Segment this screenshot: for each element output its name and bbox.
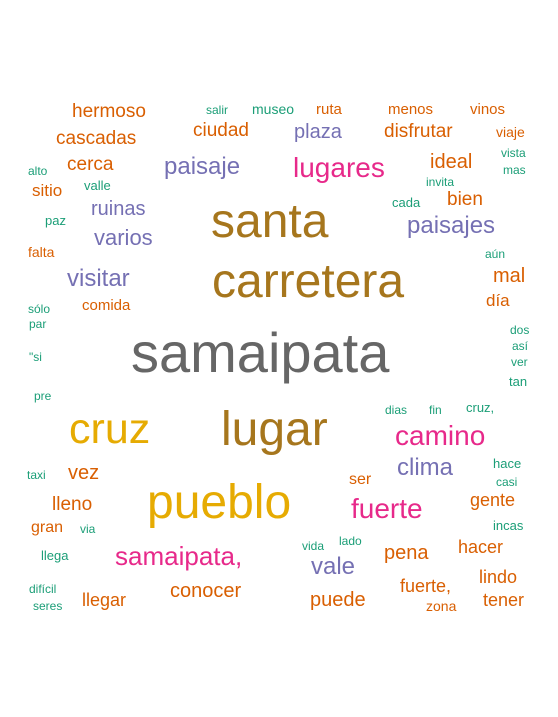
word-via: via: [80, 522, 96, 536]
word-ideal: ideal: [430, 151, 473, 173]
word-salir: salir: [206, 103, 229, 117]
word-solo: sólo: [28, 302, 51, 316]
word-cruz: cruz: [69, 405, 151, 453]
word-gente: gente: [470, 490, 516, 510]
word-vez: vez: [68, 462, 100, 484]
word-seres: seres: [33, 599, 63, 613]
word-hacer: hacer: [458, 537, 504, 557]
word-dos: dos: [510, 323, 530, 337]
word-menos: menos: [388, 101, 434, 118]
word-vista: vista: [501, 146, 526, 160]
word-visitar: visitar: [67, 265, 130, 292]
word-cruz-comma: cruz,: [466, 400, 495, 415]
word-fuerte: fuerte: [351, 493, 423, 524]
word-llegar: llegar: [82, 590, 127, 610]
word-dia: día: [486, 291, 510, 310]
word-lleno: lleno: [52, 494, 93, 515]
word-pena: pena: [384, 542, 429, 564]
word-dificil: difícil: [29, 582, 57, 596]
word-sitio: sitio: [32, 181, 63, 200]
word-pueblo: pueblo: [147, 476, 292, 529]
word-santa: santa: [211, 195, 329, 248]
word-falta: falta: [28, 244, 55, 260]
word-taxi: taxi: [27, 468, 46, 482]
word-samaipata-comma: samaipata,: [115, 541, 243, 571]
word-varios: varios: [94, 225, 153, 250]
word-si: "si: [29, 350, 42, 364]
word-ruinas: ruinas: [91, 198, 146, 220]
word-vida: vida: [302, 539, 325, 553]
word-ser: ser: [349, 471, 372, 488]
word-vinos: vinos: [470, 101, 506, 118]
word-fuerte-comma: fuerte,: [400, 576, 452, 596]
word-clima: clima: [397, 454, 454, 481]
word-cascadas: cascadas: [56, 128, 137, 149]
word-mal: mal: [493, 265, 526, 287]
word-camino: camino: [395, 420, 486, 451]
word-asi: así: [512, 339, 529, 353]
word-plaza: plaza: [294, 121, 342, 143]
word-lugar: lugar: [221, 403, 328, 456]
word-lugares: lugares: [293, 152, 385, 183]
word-hace: hace: [493, 456, 522, 471]
word-tan: tan: [509, 374, 528, 389]
word-conocer: conocer: [170, 580, 242, 602]
word-pre: pre: [34, 389, 52, 403]
word-valle: valle: [84, 178, 111, 193]
word-paisaje: paisaje: [164, 153, 241, 180]
word-fin: fin: [429, 403, 442, 417]
word-disfrutar: disfrutar: [384, 121, 453, 142]
word-vale: vale: [311, 553, 356, 580]
word-paisajes: paisajes: [407, 212, 496, 239]
word-gran: gran: [31, 519, 64, 536]
word-casi: casi: [496, 475, 518, 489]
word-incas: incas: [493, 518, 524, 533]
word-viaje: viaje: [496, 124, 525, 140]
word-zona: zona: [426, 598, 457, 614]
word-cada: cada: [392, 195, 421, 210]
word-puede: puede: [310, 589, 366, 611]
word-comida: comida: [82, 297, 131, 314]
word-llega: llega: [41, 548, 69, 563]
word-invita: invita: [426, 175, 455, 189]
word-mas: mas: [503, 163, 526, 177]
word-cerca: cerca: [67, 154, 114, 175]
word-lindo: lindo: [479, 567, 518, 587]
word-par: par: [29, 317, 47, 331]
word-dias: dias: [385, 403, 408, 417]
word-carretera: carretera: [212, 255, 405, 308]
word-ruta: ruta: [316, 101, 342, 118]
word-tener: tener: [483, 590, 525, 610]
word-ciudad: ciudad: [193, 120, 249, 141]
word-ver: ver: [511, 355, 528, 369]
word-alto: alto: [28, 164, 48, 178]
word-hermoso: hermoso: [72, 101, 146, 122]
word-paz: paz: [45, 213, 66, 228]
word-bien: bien: [447, 189, 483, 210]
word-lado: lado: [339, 534, 362, 548]
word-samaipata: samaipata: [131, 321, 390, 384]
word-aun: aún: [485, 247, 506, 261]
word-museo: museo: [252, 101, 295, 117]
